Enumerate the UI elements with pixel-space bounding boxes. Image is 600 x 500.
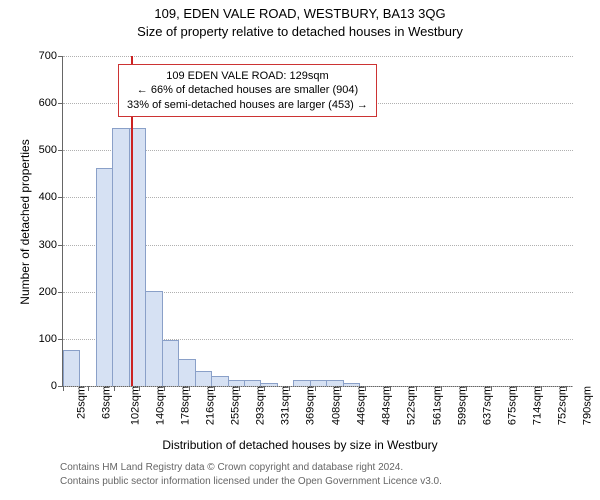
chart-title-1: 109, EDEN VALE ROAD, WESTBURY, BA13 3QG — [0, 6, 600, 21]
ytick-label: 500 — [39, 144, 63, 156]
ytick-label: 400 — [39, 191, 63, 203]
xtick-label: 63sqm — [97, 386, 113, 419]
xtick-label: 790sqm — [578, 386, 594, 425]
histogram-bar — [145, 291, 162, 386]
ytick-label: 100 — [39, 333, 63, 345]
xtick-mark — [239, 386, 240, 391]
xtick-mark — [365, 386, 366, 391]
xtick-label: 25sqm — [72, 386, 88, 419]
xtick-label: 293sqm — [251, 386, 267, 425]
gridline — [63, 56, 573, 57]
xtick-label: 675sqm — [502, 386, 518, 425]
ytick-label: 0 — [51, 380, 63, 392]
histogram-bar — [112, 128, 129, 386]
histogram-bar — [211, 376, 228, 386]
xtick-label: 178sqm — [175, 386, 191, 425]
histogram-bar — [178, 359, 195, 386]
annotation-line: 33% of semi-detached houses are larger (… — [127, 98, 368, 112]
histogram-bar — [63, 350, 80, 386]
xtick-mark — [516, 386, 517, 391]
footer-line-2: Contains public sector information licen… — [60, 476, 442, 487]
xtick-mark — [390, 386, 391, 391]
xtick-mark — [416, 386, 417, 391]
histogram-bar — [96, 168, 113, 386]
xtick-label: 484sqm — [377, 386, 393, 425]
xtick-mark — [289, 386, 290, 391]
xtick-label: 369sqm — [301, 386, 317, 425]
histogram-bar — [195, 371, 212, 386]
xtick-label: 408sqm — [327, 386, 343, 425]
xtick-mark — [541, 386, 542, 391]
chart-container: 109, EDEN VALE ROAD, WESTBURY, BA13 3QG … — [0, 0, 600, 500]
xtick-mark — [214, 386, 215, 391]
chart-title-2: Size of property relative to detached ho… — [0, 24, 600, 39]
xtick-label: 102sqm — [125, 386, 141, 425]
xtick-mark — [491, 386, 492, 391]
xtick-mark — [466, 386, 467, 391]
xtick-label: 216sqm — [200, 386, 216, 425]
xtick-mark — [340, 386, 341, 391]
y-axis-label: Number of detached properties — [18, 122, 32, 322]
annotation-line: ← 66% of detached houses are smaller (90… — [127, 83, 368, 97]
xtick-mark — [566, 386, 567, 391]
x-axis-label: Distribution of detached houses by size … — [0, 438, 600, 452]
xtick-mark — [441, 386, 442, 391]
xtick-label: 752sqm — [553, 386, 569, 425]
annotation-line: 109 EDEN VALE ROAD: 129sqm — [127, 69, 368, 83]
plot-area: 010020030040050060070025sqm63sqm102sqm14… — [62, 56, 573, 387]
ytick-label: 600 — [39, 97, 63, 109]
xtick-mark — [63, 386, 64, 391]
xtick-mark — [114, 386, 115, 391]
xtick-mark — [139, 386, 140, 391]
ytick-label: 700 — [39, 50, 63, 62]
xtick-label: 714sqm — [528, 386, 544, 425]
annotation-box: 109 EDEN VALE ROAD: 129sqm← 66% of detac… — [118, 64, 377, 117]
xtick-label: 446sqm — [352, 386, 368, 425]
xtick-label: 140sqm — [150, 386, 166, 425]
xtick-label: 599sqm — [452, 386, 468, 425]
xtick-label: 522sqm — [402, 386, 418, 425]
xtick-label: 255sqm — [226, 386, 242, 425]
xtick-mark — [189, 386, 190, 391]
xtick-label: 637sqm — [477, 386, 493, 425]
ytick-label: 300 — [39, 239, 63, 251]
histogram-bar — [162, 340, 179, 386]
ytick-label: 200 — [39, 286, 63, 298]
xtick-mark — [88, 386, 89, 391]
xtick-mark — [315, 386, 316, 391]
xtick-mark — [264, 386, 265, 391]
xtick-mark — [164, 386, 165, 391]
xtick-label: 561sqm — [427, 386, 443, 425]
xtick-label: 331sqm — [276, 386, 292, 425]
footer-line-1: Contains HM Land Registry data © Crown c… — [60, 462, 403, 473]
